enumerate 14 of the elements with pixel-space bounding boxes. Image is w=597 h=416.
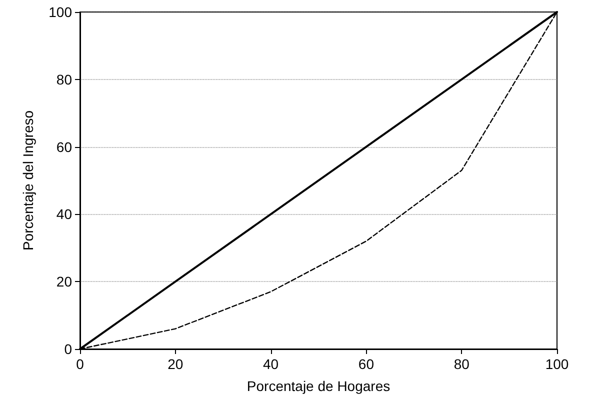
x-tick-label: 100 [545,356,569,372]
x-tick-label: 80 [454,356,470,372]
y-axis-title: Porcentaje del Ingreso [20,110,36,251]
x-axis-title: Porcentaje de Hogares [246,378,390,394]
y-tick-label: 60 [56,138,72,155]
x-tick-label: 20 [168,356,184,372]
y-tick-label: 100 [48,4,72,20]
y-tick-label: 40 [56,206,72,222]
x-tick-label: 60 [358,356,374,372]
x-tick-label: 0 [76,356,84,372]
y-tick-label: 0 [64,341,72,357]
y-tick-label: 80 [56,71,72,88]
y-tick-label: 20 [56,274,72,290]
x-tick-label: 40 [263,356,279,372]
